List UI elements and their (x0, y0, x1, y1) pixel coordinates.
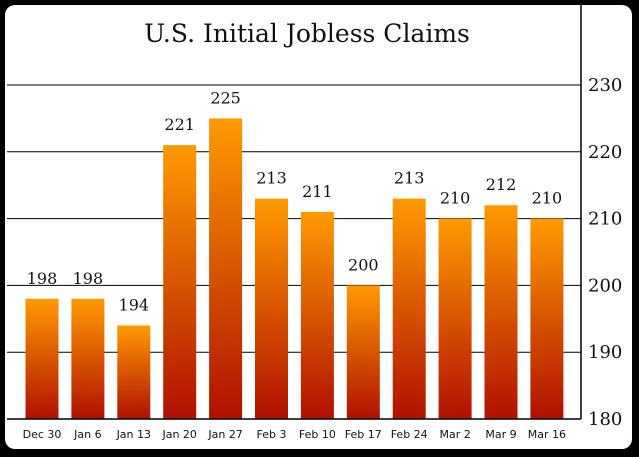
x-tick-label: Feb 24 (391, 428, 428, 441)
bar (117, 325, 151, 419)
y-tick-label: 190 (588, 342, 622, 363)
bar (209, 118, 243, 420)
x-tick-label: Jan 20 (161, 428, 196, 441)
x-tick-label: Mar 2 (439, 428, 470, 441)
x-tick-label: Jan 13 (116, 428, 151, 441)
x-tick-label: Feb 3 (257, 428, 287, 441)
chart-title: U.S. Initial Jobless Claims (144, 19, 470, 48)
y-tick-label: 180 (588, 409, 622, 430)
y-axis-ticks: 180 190 200 210 220 230 (588, 75, 622, 430)
data-label: 213 (394, 169, 425, 188)
bar (438, 218, 472, 419)
bar (255, 198, 288, 419)
x-tick-label: Jan 6 (73, 428, 101, 441)
y-tick-label: 210 (588, 209, 622, 230)
bar (392, 198, 426, 419)
data-label: 221 (164, 115, 195, 134)
bar (484, 205, 518, 419)
data-label: 212 (486, 175, 517, 194)
data-label: 210 (440, 189, 471, 208)
bar (530, 218, 564, 419)
x-tick-label: Feb 17 (345, 428, 382, 441)
y-tick-label: 230 (588, 75, 622, 96)
x-tick-label: Mar 9 (485, 428, 516, 441)
y-tick-label: 200 (588, 275, 622, 296)
data-label: 198 (27, 269, 58, 288)
data-label: 213 (256, 169, 287, 188)
x-tick-label: Jan 27 (207, 428, 242, 441)
bar (346, 285, 380, 419)
bar (25, 298, 59, 419)
x-tick-label: Dec 30 (23, 428, 62, 441)
data-labels: 198 198 194 221 225 213 211 200 213 210 212 210 (27, 88, 562, 314)
data-label: 211 (302, 182, 333, 201)
y-tick-label: 220 (588, 142, 622, 163)
x-tick-label: Feb 10 (299, 428, 336, 441)
data-label: 194 (119, 295, 150, 314)
data-label: 198 (73, 269, 104, 288)
bar (300, 211, 334, 419)
x-tick-label: Mar 16 (528, 428, 566, 441)
bar (71, 298, 105, 419)
x-axis-ticks: Dec 30 Jan 6 Jan 13 Jan 20 Jan 27 Feb 3 Feb 10… (23, 428, 566, 441)
bars (25, 118, 564, 420)
data-label: 210 (532, 189, 563, 208)
data-label: 225 (210, 88, 241, 107)
bar (163, 145, 197, 419)
data-label: 200 (348, 255, 379, 274)
